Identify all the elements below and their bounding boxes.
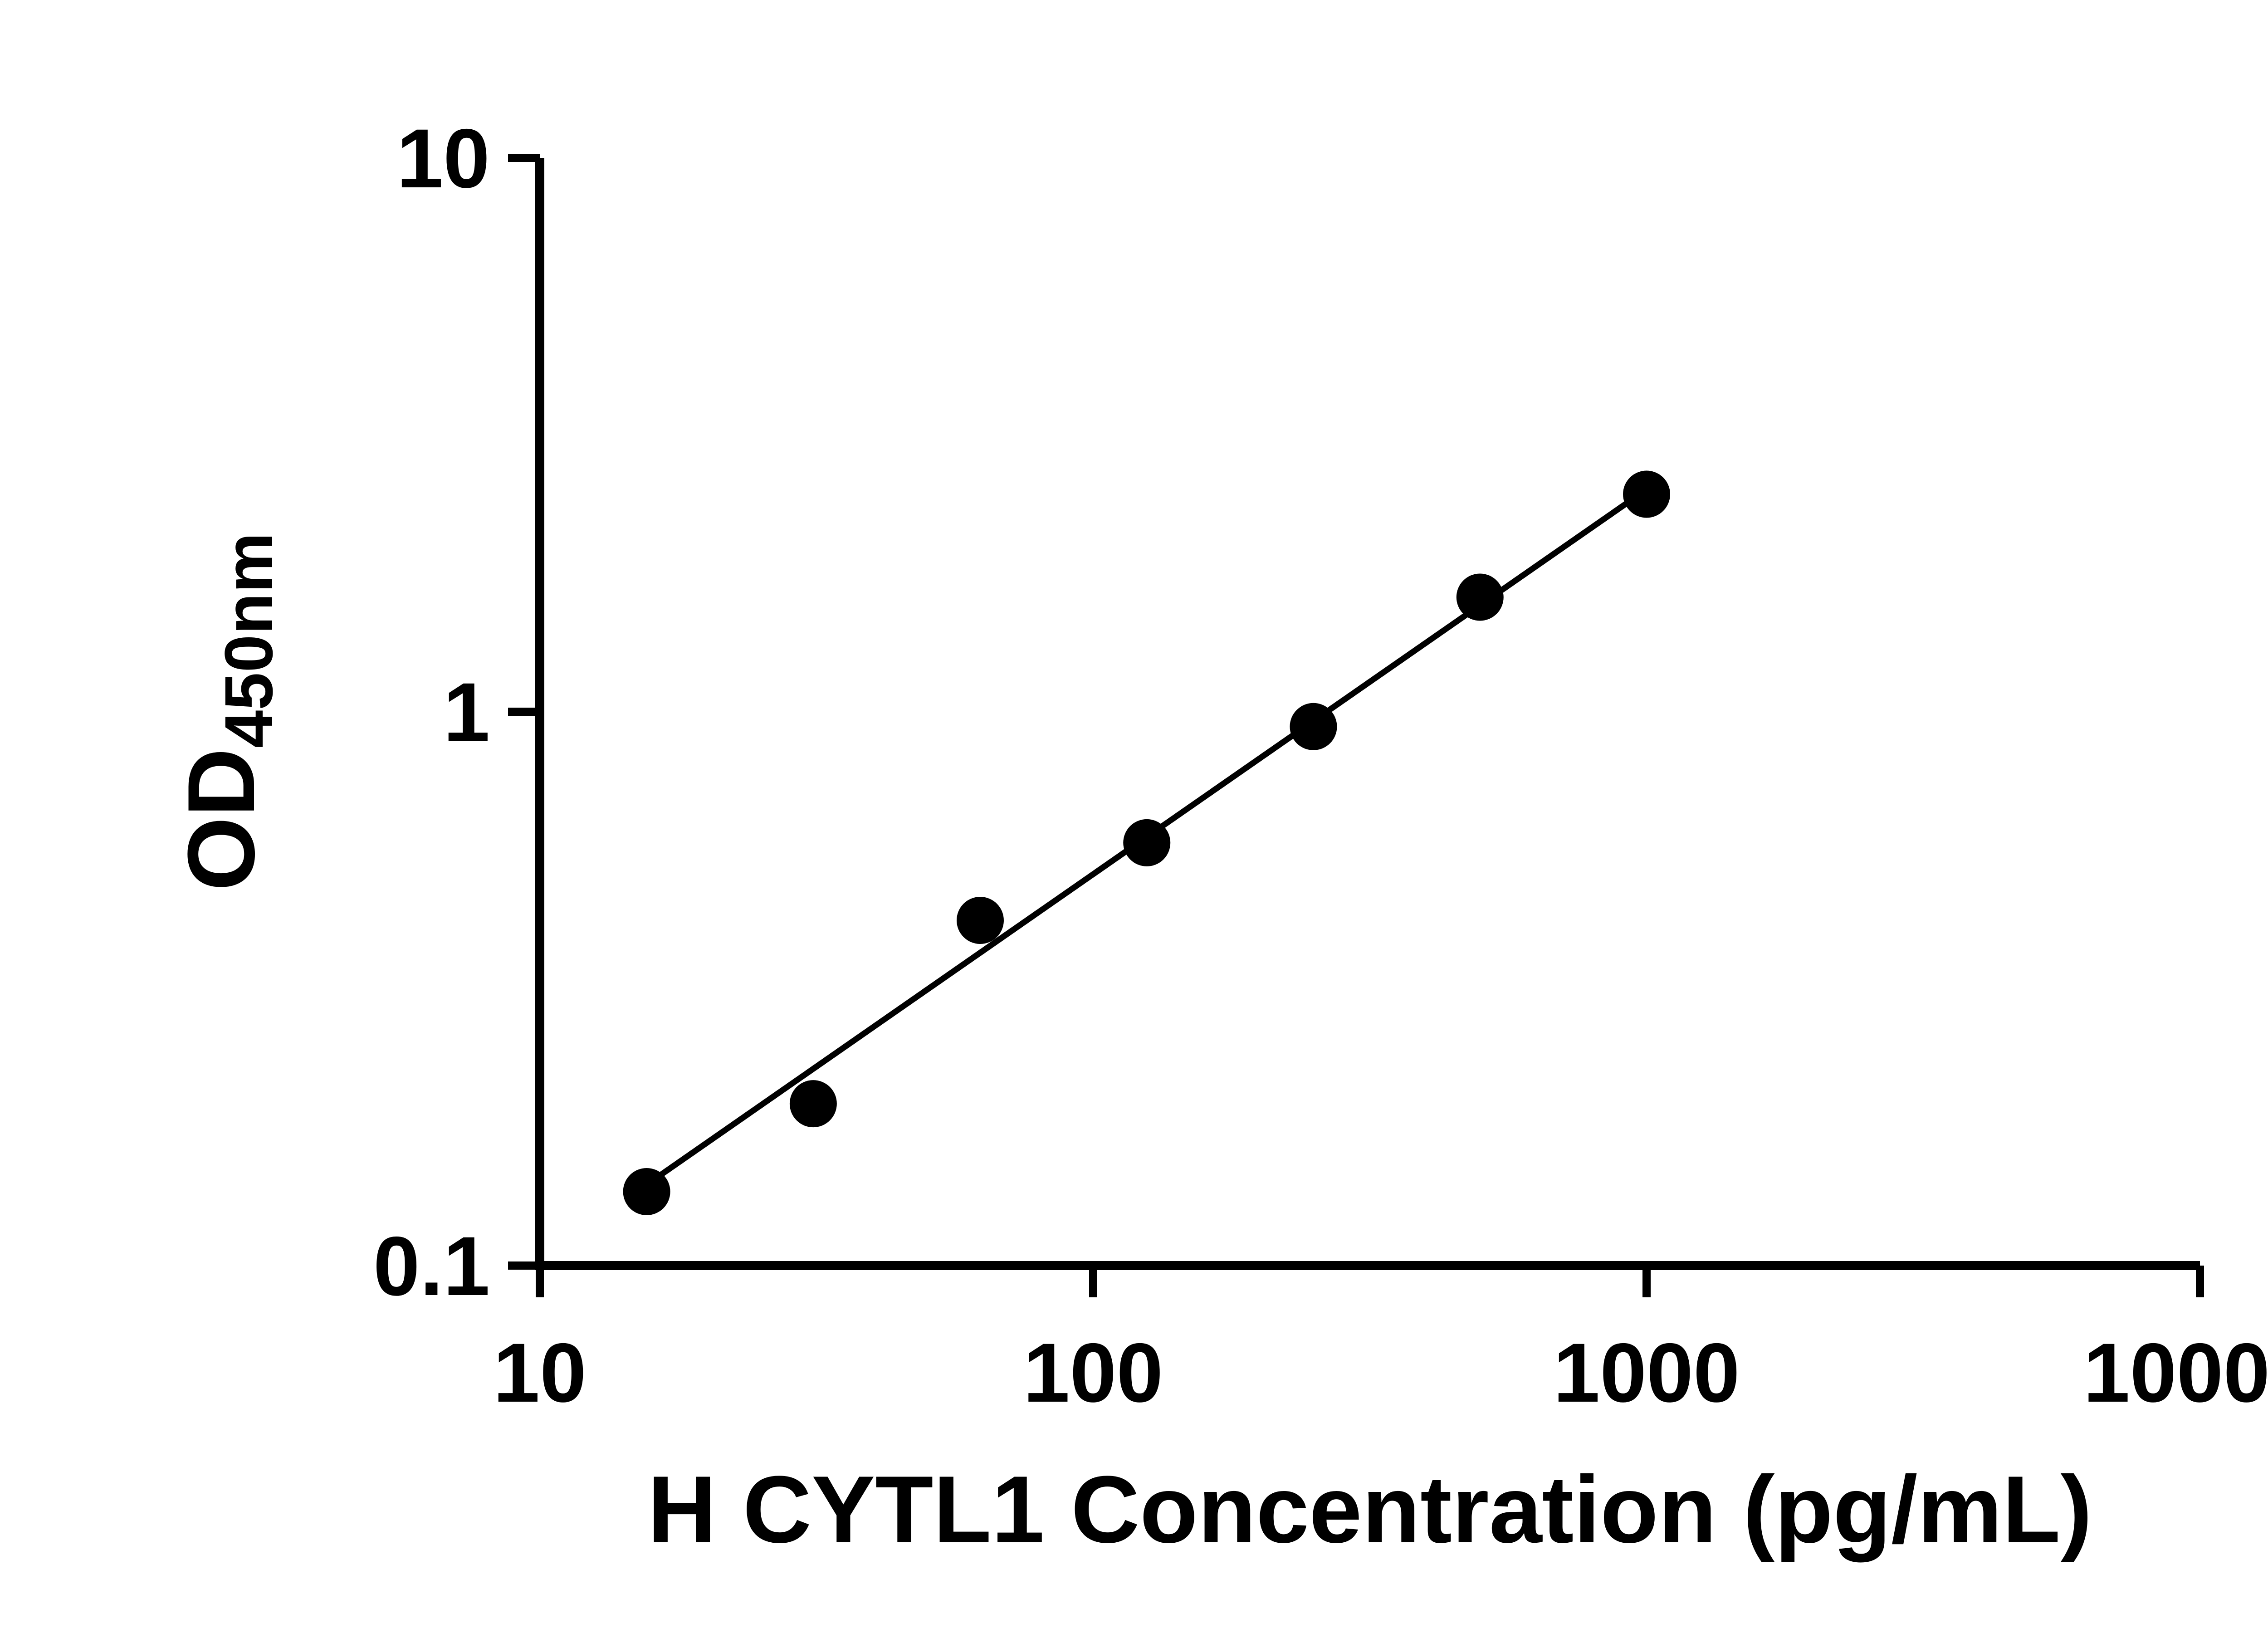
x-tick-label: 100 (1023, 1326, 1163, 1420)
y-axis-title-main: OD (168, 748, 274, 891)
data-point (956, 897, 1004, 944)
data-point (789, 1080, 837, 1128)
y-axis-title: OD450nm (168, 533, 287, 891)
data-point (1123, 819, 1171, 866)
x-tick-label: 10 (493, 1326, 587, 1420)
y-tick-label: 10 (396, 112, 490, 205)
axes (535, 158, 2200, 1270)
data-point (1623, 470, 1670, 518)
x-tick-label: 1000 (1553, 1326, 1740, 1420)
x-axis-title: H CYTL1 Concentration (pg/mL) (648, 1456, 2092, 1563)
data-point (1456, 573, 1504, 621)
y-tick-label: 1 (443, 666, 490, 759)
y-axis-title-sub: 450nm (210, 533, 287, 748)
y-tick-label: 0.1 (373, 1220, 490, 1313)
data-point (623, 1168, 670, 1215)
data-point (1290, 703, 1337, 750)
